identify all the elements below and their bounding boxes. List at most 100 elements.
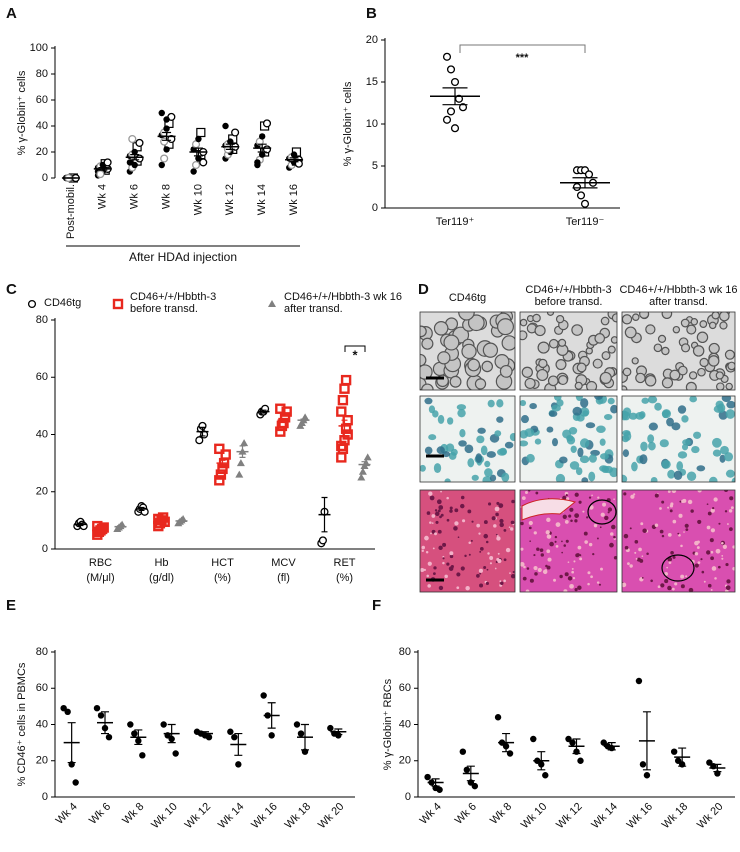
data-point [105,733,113,741]
x-tick-label: Wk 6 [87,801,113,827]
data-point [424,773,431,781]
cell [563,589,568,592]
cell [539,548,544,552]
cell [731,477,735,482]
cell [440,490,442,493]
data-point [335,732,342,739]
cell [556,399,564,407]
cell [464,554,467,558]
data-point [584,170,594,179]
cell [438,585,444,591]
cell [680,584,685,589]
data-point [363,453,372,461]
cell [710,556,714,561]
data-point [231,733,238,741]
error-bar [101,711,109,735]
cell [468,541,471,544]
micrograph-frame [419,311,516,391]
error-bar [225,143,235,150]
data-point [635,677,643,685]
cell [586,380,598,390]
data-point [358,467,367,475]
error-bar [678,747,687,767]
error-bar [117,525,124,529]
cell [546,534,552,539]
cell [639,558,644,563]
cell [574,513,580,518]
error-bar [300,418,307,422]
cell [692,345,705,357]
cell [540,553,544,557]
cell [503,579,506,583]
cell [447,417,454,425]
cell [650,476,658,482]
cell [557,375,568,386]
error-bar [321,496,328,533]
cell [613,555,617,560]
y-tick-label: 0 [42,543,48,555]
cell [660,583,665,588]
cell [574,588,578,592]
cell [467,314,485,332]
cell [532,313,541,323]
cell [603,465,613,474]
cell [725,469,735,478]
micrograph-frame [419,489,516,593]
cell [700,558,703,561]
cell [646,552,649,556]
cell [529,526,532,530]
cell [644,374,657,387]
data-point [471,782,479,790]
cell [559,456,568,464]
cell [574,492,579,497]
y-tick-label: 10 [366,118,378,130]
cell [671,490,677,494]
cell [633,493,636,496]
data-point [96,170,105,179]
highlight-circle [661,554,695,582]
data-point [97,712,105,719]
cell [727,361,735,371]
data-point [103,158,112,167]
error-bar [334,728,343,736]
cell [661,312,673,320]
cell [568,514,572,518]
cell [471,520,474,523]
micrograph-frame [621,311,736,391]
cell [599,438,606,446]
cell [721,396,732,403]
cell [697,367,706,377]
cell [693,431,702,439]
cell [593,523,598,528]
data-point [220,449,231,460]
cell [712,437,722,448]
cell [624,326,637,339]
significance-label: *** [516,52,530,64]
cell [547,375,559,387]
x-tick-unit: (%) [214,572,231,584]
cell [622,430,631,437]
error-bar [239,445,246,458]
cell [525,589,530,592]
cell [715,382,725,390]
cell [597,496,600,499]
cell [630,494,635,499]
cell [717,565,721,569]
cell [426,511,431,515]
cell [504,441,514,449]
cell [520,440,529,447]
cell [669,369,681,381]
cell [724,452,734,462]
cell [426,574,430,578]
micrograph [520,396,617,482]
cell [509,572,511,574]
data-point [72,779,79,786]
annotation: After HDAd injection [129,250,237,264]
x-tick-label: Wk 10 [519,801,550,832]
cell [641,577,644,579]
micrograph [420,396,515,482]
cell [486,568,489,571]
data-point [572,182,582,192]
data-point [450,77,460,87]
cell [449,375,462,388]
